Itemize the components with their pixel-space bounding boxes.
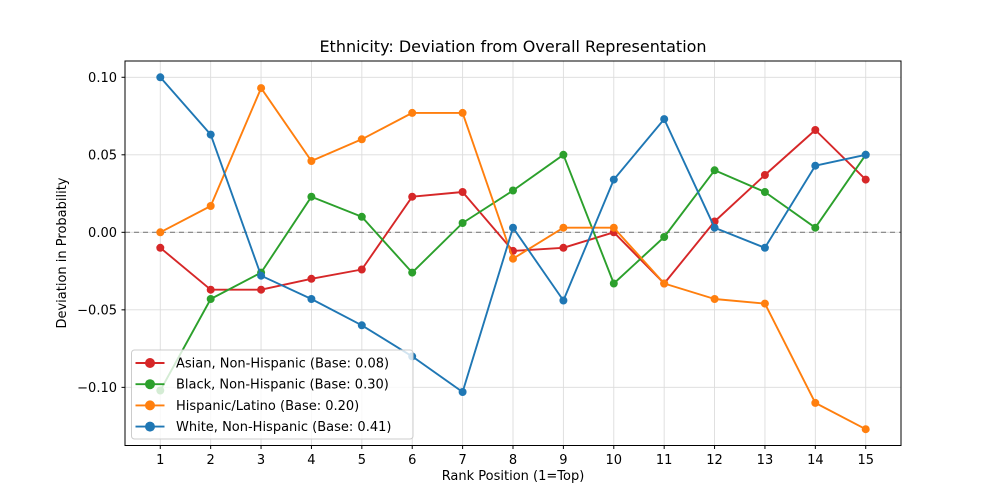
data-point-white — [357, 321, 366, 330]
chart-title: Ethnicity: Deviation from Overall Repres… — [319, 37, 707, 56]
legend-label-asian: Asian, Non-Hispanic (Base: 0.08) — [176, 357, 389, 372]
data-point-black — [609, 279, 618, 288]
y-axis-label: Deviation in Probability — [55, 177, 70, 329]
data-point-white — [861, 150, 870, 159]
legend-marker — [145, 421, 155, 432]
data-point-black — [357, 212, 366, 221]
data-point-hispanic — [710, 295, 719, 303]
data-point-asian — [206, 285, 215, 294]
y-tick-label: −0.05 — [77, 303, 117, 318]
data-point-white — [509, 223, 517, 232]
data-point-white — [206, 130, 215, 139]
data-point-white — [660, 115, 669, 124]
x-tick-label: 6 — [408, 453, 416, 468]
data-point-hispanic — [660, 279, 669, 288]
data-point-black — [710, 166, 719, 175]
x-tick-label: 2 — [207, 453, 215, 468]
data-point-asian — [458, 188, 467, 196]
data-point-white — [811, 161, 820, 170]
legend-marker — [145, 358, 155, 368]
data-point-black — [760, 188, 769, 196]
data-point-asian — [760, 171, 769, 179]
y-tick-label: 0.00 — [88, 226, 117, 241]
data-point-hispanic — [609, 223, 618, 232]
data-point-white — [156, 73, 165, 82]
data-point-black — [811, 223, 820, 232]
data-point-hispanic — [408, 108, 417, 117]
data-point-white — [257, 271, 266, 280]
y-tick-label: −0.10 — [77, 381, 117, 396]
data-point-asian — [861, 175, 870, 184]
legend-marker — [145, 400, 155, 411]
data-point-hispanic — [357, 135, 366, 144]
data-point-hispanic — [257, 84, 266, 93]
x-tick-label: 8 — [509, 453, 517, 468]
data-point-hispanic — [206, 202, 215, 210]
data-point-asian — [811, 126, 820, 134]
data-point-asian — [357, 265, 366, 274]
y-tick-label: 0.05 — [88, 148, 117, 163]
data-point-black — [408, 268, 417, 277]
data-point-asian — [408, 192, 417, 201]
legend-label-hispanic: Hispanic/Latino (Base: 0.20) — [176, 399, 359, 414]
data-point-hispanic — [760, 299, 769, 308]
data-point-black — [559, 150, 568, 159]
data-point-asian — [257, 285, 266, 294]
data-point-hispanic — [811, 398, 820, 407]
data-point-hispanic — [861, 425, 870, 434]
data-point-hispanic — [307, 157, 316, 165]
data-point-white — [609, 175, 618, 184]
x-tick-label: 9 — [559, 453, 567, 468]
x-tick-label: 7 — [458, 453, 466, 468]
data-point-black — [660, 233, 669, 241]
y-tick-label: 0.10 — [88, 71, 117, 86]
data-point-black — [307, 192, 316, 201]
data-point-black — [458, 219, 467, 227]
x-tick-label: 1 — [156, 453, 164, 468]
data-point-asian — [307, 274, 316, 283]
legend-box — [131, 349, 414, 440]
x-tick-label: 14 — [807, 453, 824, 468]
x-axis-label: Rank Position (1=Top) — [441, 469, 585, 484]
data-point-white — [458, 388, 467, 396]
x-tick-label: 13 — [757, 453, 774, 468]
legend-label-white: White, Non-Hispanic (Base: 0.41) — [176, 420, 391, 435]
x-tick-label: 11 — [656, 453, 673, 468]
data-point-black — [206, 295, 215, 303]
data-point-black — [509, 186, 517, 195]
data-point-white — [307, 295, 316, 303]
data-point-asian — [559, 243, 568, 252]
data-point-white — [710, 223, 719, 232]
x-tick-label: 15 — [857, 453, 874, 468]
x-tick-label: 10 — [606, 453, 623, 468]
data-point-white — [760, 243, 769, 252]
data-point-hispanic — [509, 254, 517, 263]
x-tick-label: 3 — [257, 453, 265, 468]
data-point-hispanic — [559, 223, 568, 232]
x-tick-label: 4 — [307, 453, 315, 468]
data-point-hispanic — [156, 228, 165, 237]
legend-label-black: Black, Non-Hispanic (Base: 0.30) — [176, 378, 389, 393]
x-tick-label: 12 — [706, 453, 723, 468]
data-point-hispanic — [458, 108, 467, 117]
legend-marker — [145, 379, 155, 390]
data-point-asian — [156, 243, 165, 252]
data-point-white — [559, 296, 568, 305]
x-tick-label: 5 — [358, 453, 366, 468]
